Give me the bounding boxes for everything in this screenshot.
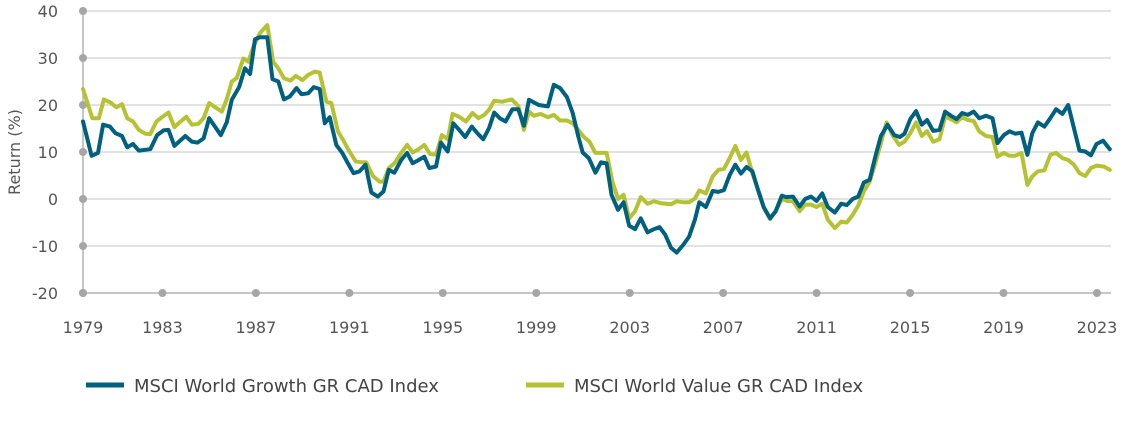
legend-label-value: MSCI World Value GR CAD Index — [574, 376, 864, 397]
legend-label-growth: MSCI World Growth GR CAD Index — [134, 376, 439, 397]
x-tick-marker — [906, 289, 915, 297]
y-tick-marker — [79, 7, 87, 15]
axes — [79, 7, 1111, 297]
x-tick-label: 2003 — [609, 318, 650, 337]
x-tick-label: 1979 — [63, 318, 104, 337]
y-tick-marker — [79, 54, 87, 62]
y-axis-label: Return (%) — [5, 109, 24, 195]
x-tick-marker — [79, 289, 87, 297]
x-tick-marker — [999, 289, 1008, 297]
y-tick-label: -20 — [32, 284, 58, 303]
x-tick-marker — [345, 289, 354, 297]
legend: MSCI World Growth GR CAD Index MSCI Worl… — [86, 376, 864, 397]
x-tick-label: 2015 — [890, 318, 931, 337]
series-line-value — [81, 23, 1112, 231]
gridlines — [83, 10, 1111, 247]
x-tick-marker — [438, 289, 447, 297]
series-lines — [81, 23, 1112, 255]
x-tick-marker — [1092, 289, 1101, 297]
x-tick-label: 1999 — [516, 318, 557, 337]
y-axis-ticks: 40 30 20 10 0 -10 -20 — [32, 2, 58, 303]
x-tick-label: 1991 — [329, 318, 370, 337]
series-line-growth — [81, 35, 1112, 255]
x-tick-marker — [625, 289, 634, 297]
y-tick-marker — [79, 242, 87, 250]
x-tick-marker — [532, 289, 541, 297]
y-tick-label: 20 — [38, 96, 58, 115]
x-tick-label: 1987 — [236, 318, 277, 337]
y-tick-label: 0 — [48, 190, 58, 209]
y-tick-label: 10 — [38, 143, 58, 162]
x-tick-label: 2019 — [983, 318, 1024, 337]
y-tick-marker — [79, 148, 87, 156]
x-tick-label: 2007 — [703, 318, 744, 337]
x-tick-label: 1995 — [422, 318, 463, 337]
y-tick-label: 30 — [38, 49, 58, 68]
x-tick-marker — [251, 289, 260, 297]
x-tick-label: 2011 — [796, 318, 837, 337]
x-tick-marker — [812, 289, 821, 297]
y-tick-label: 40 — [38, 2, 58, 21]
y-tick-marker — [79, 101, 87, 109]
x-tick-marker — [158, 289, 167, 297]
y-tick-label: -10 — [32, 237, 58, 256]
x-tick-label: 2023 — [1077, 318, 1118, 337]
x-tick-label: 1983 — [142, 318, 183, 337]
y-tick-marker — [79, 195, 87, 203]
x-tick-marker — [719, 289, 728, 297]
x-axis-ticks: 1979 1983 1987 1991 1995 1999 2003 2007 2011 2015… — [63, 318, 1118, 337]
